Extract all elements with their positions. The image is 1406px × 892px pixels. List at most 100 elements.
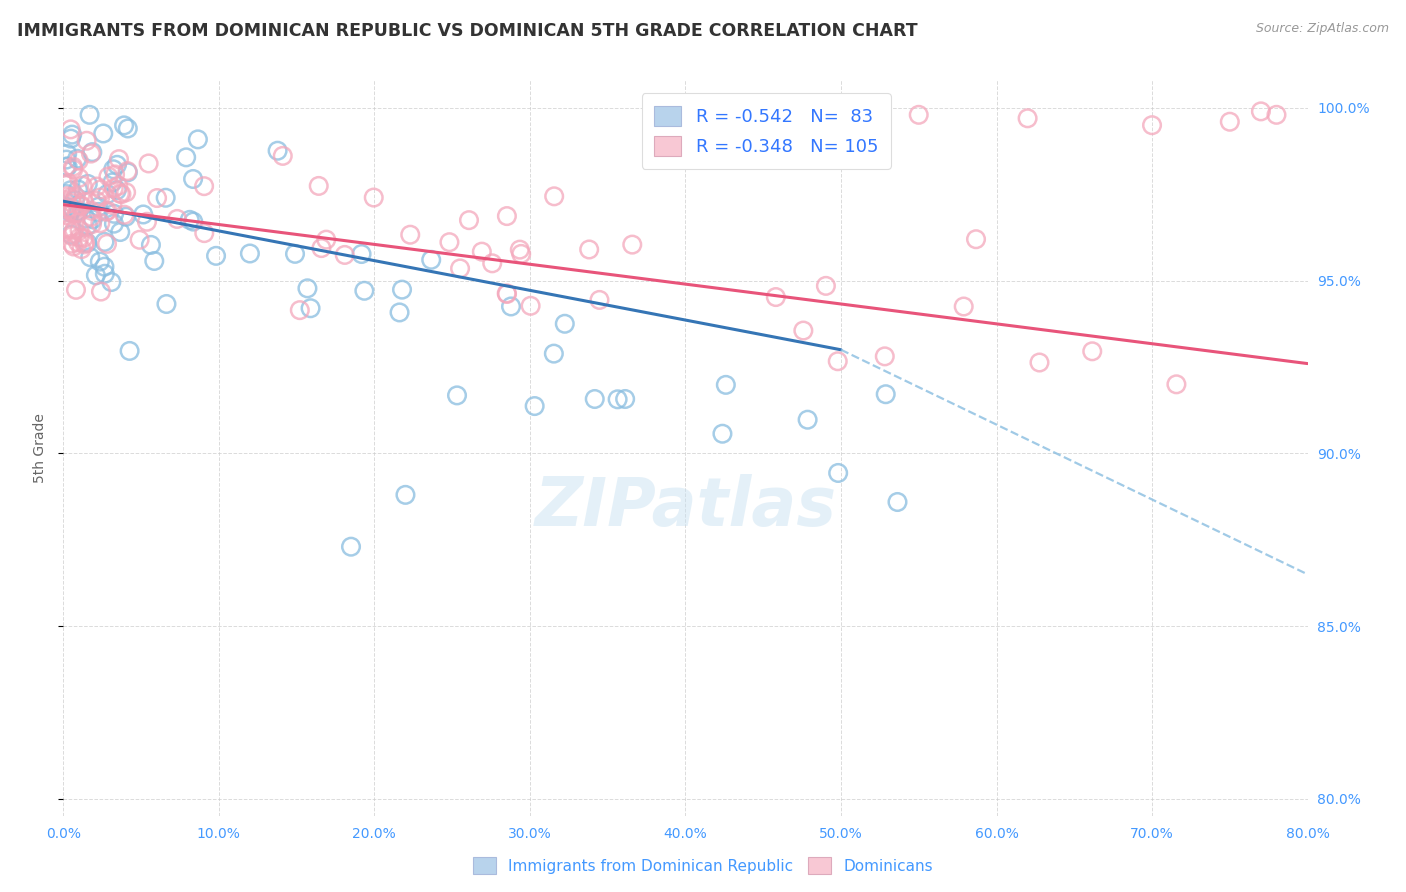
Point <box>112 119 135 133</box>
Point <box>481 256 503 270</box>
Point <box>66 206 89 220</box>
Point <box>886 495 908 509</box>
Point <box>84 268 107 283</box>
Point <box>66 235 89 250</box>
Point <box>67 182 90 196</box>
Point <box>519 299 541 313</box>
Point <box>166 211 188 226</box>
Point <box>714 377 737 392</box>
Point <box>239 246 262 260</box>
Point <box>87 205 110 219</box>
Point <box>103 162 125 177</box>
Point <box>297 281 319 295</box>
Text: ZIPatlas: ZIPatlas <box>534 475 837 540</box>
Point <box>711 426 734 441</box>
Point <box>118 343 141 358</box>
Point <box>117 164 139 178</box>
Point <box>56 147 79 161</box>
Point <box>827 466 849 480</box>
Point <box>543 346 565 360</box>
Point <box>1166 377 1188 392</box>
Point <box>136 215 159 229</box>
Point <box>69 223 91 237</box>
Point <box>143 254 166 268</box>
Point <box>89 254 111 268</box>
Point <box>60 196 83 211</box>
Point <box>388 305 411 319</box>
Point <box>420 252 443 267</box>
Point <box>193 226 215 240</box>
Point <box>1250 104 1272 119</box>
Point <box>333 248 356 262</box>
Point <box>67 170 90 185</box>
Point <box>73 237 96 252</box>
Point <box>827 354 849 368</box>
Point <box>108 152 131 166</box>
Point <box>796 413 818 427</box>
Point <box>67 204 90 219</box>
Point <box>76 134 98 148</box>
Point <box>73 235 96 250</box>
Point <box>128 233 150 247</box>
Point <box>814 278 837 293</box>
Point <box>101 198 124 212</box>
Point <box>62 160 84 174</box>
Point <box>308 178 330 193</box>
Point <box>117 165 139 179</box>
Point <box>59 202 82 216</box>
Point <box>588 293 610 307</box>
Point <box>82 212 104 227</box>
Point <box>76 235 98 250</box>
Point <box>82 145 104 160</box>
Point <box>174 150 197 164</box>
Point <box>97 169 120 184</box>
Point <box>80 217 103 231</box>
Point <box>55 197 77 211</box>
Point <box>55 200 77 214</box>
Point <box>496 287 519 301</box>
Point <box>449 261 471 276</box>
Point <box>315 233 337 247</box>
Point <box>59 205 82 219</box>
Point <box>91 127 114 141</box>
Point <box>1017 112 1039 126</box>
Point <box>115 210 138 224</box>
Point <box>288 303 311 318</box>
Point <box>187 132 209 146</box>
Point <box>60 128 83 142</box>
Point <box>496 209 519 223</box>
Point <box>90 285 112 299</box>
Point <box>55 202 77 217</box>
Point <box>96 187 118 202</box>
Point <box>94 267 117 281</box>
Point <box>66 152 89 166</box>
Point <box>284 247 307 261</box>
Point <box>350 247 373 261</box>
Point <box>907 108 929 122</box>
Point <box>110 225 132 239</box>
Point <box>65 190 87 204</box>
Point <box>139 238 162 252</box>
Point <box>63 223 86 237</box>
Point <box>60 227 83 242</box>
Point <box>146 191 169 205</box>
Point <box>181 172 204 186</box>
Point <box>80 203 103 218</box>
Point <box>55 208 77 222</box>
Point <box>93 260 115 274</box>
Point <box>155 191 177 205</box>
Point <box>583 392 606 406</box>
Point <box>299 301 322 316</box>
Point <box>138 156 160 170</box>
Point <box>873 350 896 364</box>
Point <box>80 146 103 161</box>
Point <box>80 210 103 224</box>
Point <box>205 249 228 263</box>
Point <box>765 290 787 304</box>
Point <box>87 200 110 214</box>
Point <box>89 190 111 204</box>
Point <box>63 193 86 207</box>
Point <box>181 214 204 228</box>
Point <box>621 237 644 252</box>
Point <box>363 190 385 204</box>
